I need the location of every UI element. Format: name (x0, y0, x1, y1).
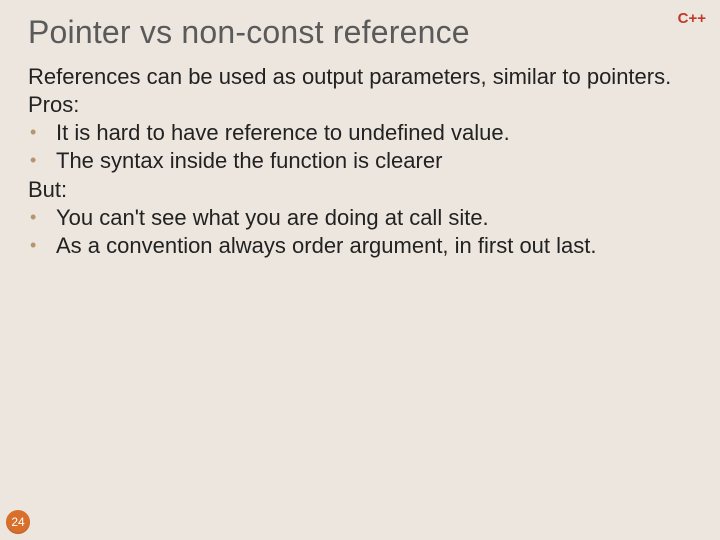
bullet-text: You can't see what you are doing at call… (56, 204, 692, 232)
bullet-icon: • (28, 119, 56, 146)
language-badge: C++ (678, 10, 706, 27)
bullet-text: As a convention always order argument, i… (56, 232, 692, 260)
bullet-text: The syntax inside the function is cleare… (56, 147, 692, 175)
slide-body: References can be used as output paramet… (28, 63, 692, 260)
bullet-icon: • (28, 204, 56, 231)
slide-number-badge: 24 (6, 510, 30, 534)
intro-text: References can be used as output paramet… (28, 63, 692, 91)
slide: C++ Pointer vs non-const reference Refer… (0, 0, 720, 540)
bullet-icon: • (28, 232, 56, 259)
bullet-icon: • (28, 147, 56, 174)
bullet-item: • The syntax inside the function is clea… (28, 147, 692, 175)
bullet-item: • As a convention always order argument,… (28, 232, 692, 260)
slide-title: Pointer vs non-const reference (28, 14, 692, 51)
bullet-item: • You can't see what you are doing at ca… (28, 204, 692, 232)
but-label: But: (28, 176, 692, 204)
bullet-text: It is hard to have reference to undefine… (56, 119, 692, 147)
pros-label: Pros: (28, 91, 692, 119)
bullet-item: • It is hard to have reference to undefi… (28, 119, 692, 147)
